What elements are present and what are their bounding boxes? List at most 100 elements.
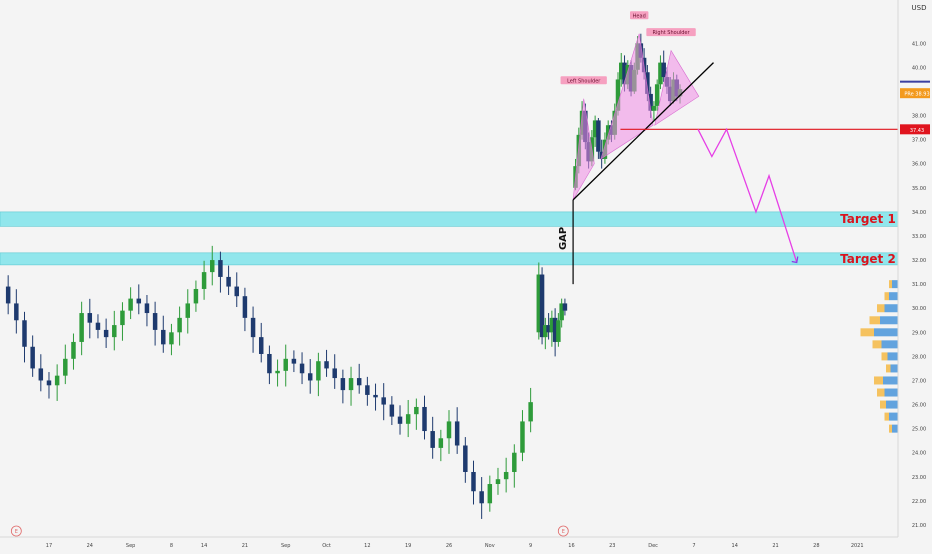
volume-profile	[860, 280, 898, 433]
earnings-marker-label: E	[15, 529, 18, 535]
candle	[332, 368, 337, 379]
volume-profile-bar	[887, 352, 898, 361]
candle	[79, 313, 84, 342]
time-tick-label: Sep	[126, 543, 135, 549]
candle	[549, 317, 555, 333]
candle	[5, 286, 11, 304]
candle	[112, 325, 117, 338]
target-zone	[0, 252, 899, 266]
candle	[46, 380, 52, 386]
target-zones: Target 1 Target 2	[0, 211, 899, 266]
time-tick-label: 2021	[851, 543, 864, 549]
candle	[389, 404, 395, 417]
price-tick-label: 37.00	[912, 138, 926, 144]
current-price-label: PRe 38.93	[904, 92, 929, 98]
volume-profile-bar	[892, 280, 898, 289]
price-tick-label: 32.00	[912, 258, 926, 264]
price-tick-label: 21.00	[912, 523, 926, 529]
volume-profile-bar	[874, 328, 898, 337]
price-tick-label: 33.00	[912, 234, 926, 240]
price-axis[interactable]: 41.0040.0039.0038.0037.0036.0035.0034.00…	[897, 0, 932, 550]
pattern-label-bg	[560, 76, 607, 85]
volume-profile-bar	[892, 424, 898, 433]
volume-profile-bar	[889, 424, 892, 433]
candle	[103, 329, 109, 338]
candle	[552, 317, 558, 342]
candle	[622, 62, 627, 85]
neckline-price-label: 37.43	[910, 128, 924, 134]
candle	[283, 358, 288, 371]
candle	[226, 276, 231, 287]
projection-arrowhead	[791, 256, 799, 264]
left-shoulder-shape	[572, 98, 595, 201]
candle	[446, 421, 452, 439]
candle	[14, 303, 19, 321]
price-tick-label: 34.00	[912, 210, 926, 216]
candle	[218, 260, 223, 277]
pattern-label-bg	[630, 11, 649, 20]
candle	[559, 303, 564, 321]
candle	[250, 317, 256, 338]
projection-path	[697, 127, 798, 263]
candle	[234, 286, 239, 297]
candle	[136, 298, 142, 304]
volume-profile-bar	[869, 316, 880, 325]
time-tick-label: 21	[772, 543, 778, 549]
earnings-marker-icon	[557, 525, 569, 537]
candle	[201, 272, 207, 289]
candle	[546, 325, 551, 333]
volume-profile-bar	[877, 388, 885, 397]
candle	[152, 313, 158, 330]
candle	[348, 378, 354, 391]
time-tick-label: 8	[170, 543, 173, 549]
right-shoulder-shape	[654, 49, 700, 126]
candle	[495, 479, 501, 485]
candle	[299, 363, 305, 374]
candle	[654, 84, 660, 106]
candle	[648, 93, 653, 111]
time-tick-label: Oct	[322, 543, 331, 549]
volume-profile-bar	[877, 304, 885, 313]
earnings-marker-icon	[10, 525, 22, 537]
candle	[536, 274, 542, 333]
candle	[120, 310, 125, 326]
candle	[405, 414, 411, 424]
candle	[615, 79, 621, 111]
price-tick-label: 38.00	[912, 114, 926, 120]
candle	[556, 320, 561, 342]
volume-profile-bar	[884, 304, 898, 313]
candle	[169, 332, 174, 345]
time-tick-label: 16	[568, 543, 574, 549]
time-tick-label: Sep	[281, 543, 290, 549]
candle	[38, 368, 44, 381]
candle	[605, 125, 611, 140]
candle	[87, 313, 93, 323]
candle	[193, 288, 199, 304]
candle	[291, 358, 297, 364]
candle	[177, 317, 182, 333]
time-tick-label: 26	[446, 543, 452, 549]
volume-profile-bar	[884, 412, 889, 421]
candle	[144, 303, 150, 314]
candle	[324, 361, 329, 369]
time-axis[interactable]: 17 24 Sep 8 14 21 Sep Oct 12 19 26 Nov 9 16 23 Dec 7 14 21…	[0, 525, 898, 549]
time-tick-label: 14	[201, 543, 207, 549]
volume-profile-bar	[886, 400, 898, 409]
candle	[128, 298, 133, 311]
candle	[422, 406, 427, 432]
candle	[242, 296, 248, 318]
price-tick-label: 25.00	[912, 427, 926, 433]
price-marker-line	[900, 80, 930, 83]
time-tick-label: 21	[242, 543, 248, 549]
candle	[528, 402, 533, 422]
time-tick-label: 7	[692, 543, 695, 549]
target-label: Target 1	[840, 212, 896, 226]
candle	[54, 375, 60, 386]
candle	[430, 431, 435, 448]
volume-profile-bar	[889, 280, 892, 289]
candle	[454, 421, 460, 446]
candle	[479, 491, 484, 504]
pattern-label-bg	[646, 28, 696, 37]
